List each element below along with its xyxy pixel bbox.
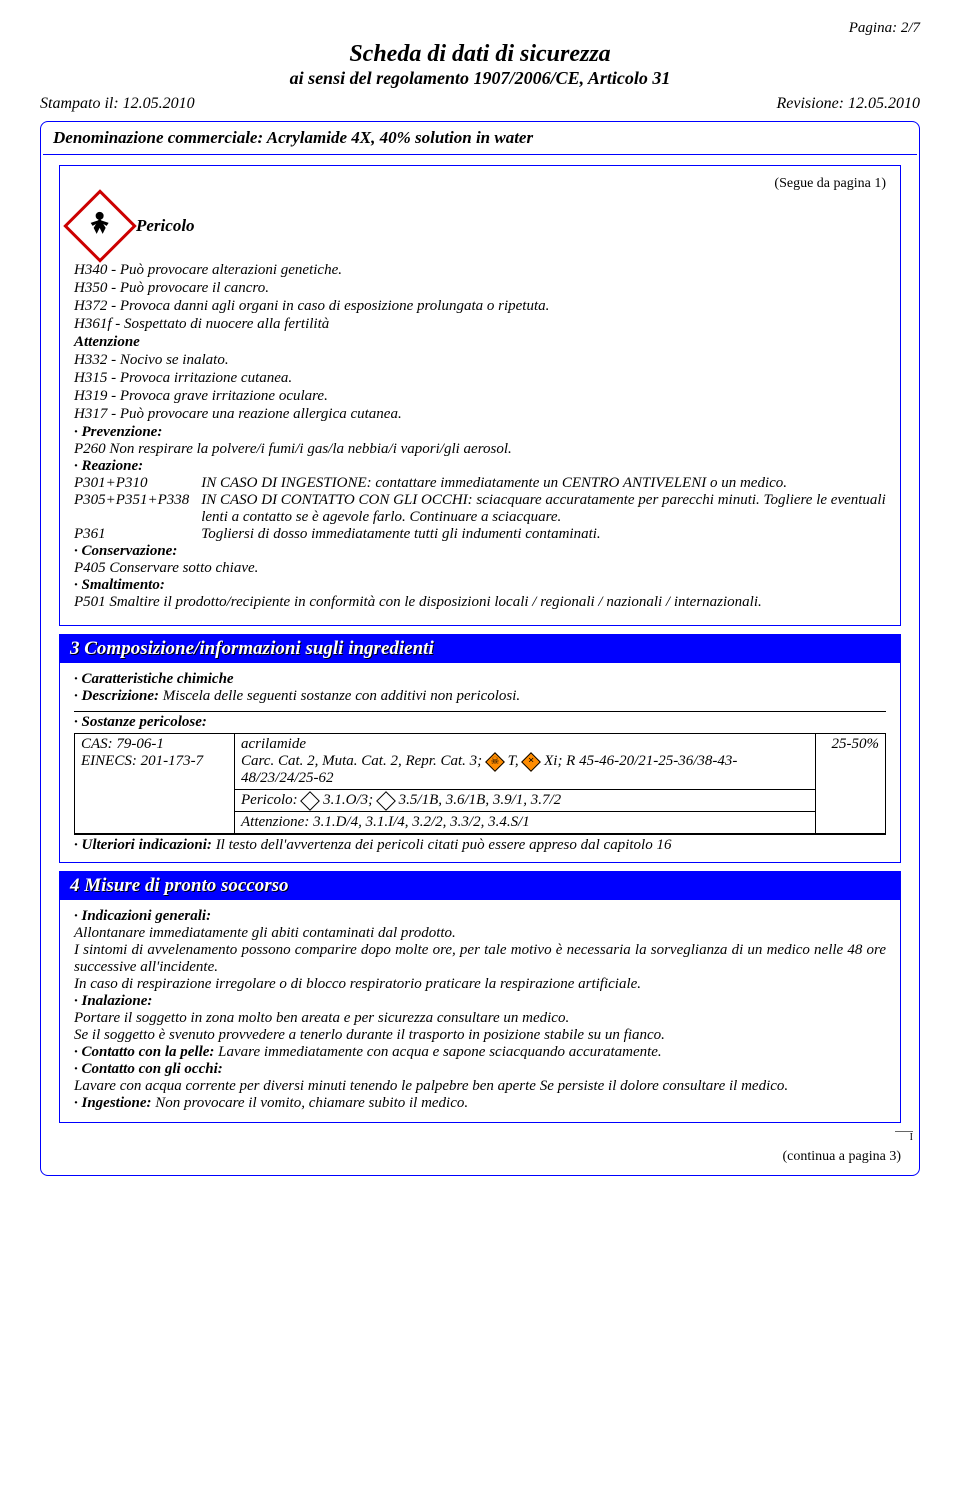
occhi-text: Lavare con acqua corrente per diversi mi… bbox=[74, 1078, 886, 1095]
ulteriori-row: Ulteriori indicazioni: Il testo dell'avv… bbox=[74, 834, 886, 854]
h315: H315 - Provoca irritazione cutanea. bbox=[74, 370, 886, 387]
pelle-label: Contatto con la pelle: bbox=[74, 1044, 214, 1060]
continued-from: (Segue da pagina 1) bbox=[74, 176, 886, 192]
h340: H340 - Può provocare alterazioni genetic… bbox=[74, 262, 886, 279]
attenzione-cell: Attenzione: 3.1.D/4, 3.1.I/4, 3.2/2, 3.3… bbox=[235, 812, 816, 834]
smaltimento-label: Smaltimento: bbox=[74, 577, 886, 594]
ulteriori-text: Il testo dell'avvertenza dei pericoli ci… bbox=[212, 837, 672, 853]
ind-2: I sintomi di avvelenamento possono compa… bbox=[74, 942, 886, 976]
pericolo-codes1: 3.1.O/3; bbox=[323, 792, 377, 808]
einecs-number: EINECS: 201-173-7 bbox=[81, 753, 228, 770]
ulteriori-label: Ulteriori indicazioni: bbox=[74, 837, 212, 853]
classification-line: Carc. Cat. 2, Muta. Cat. 2, Repr. Cat. 3… bbox=[241, 753, 809, 787]
h332: H332 - Nocivo se inalato. bbox=[74, 352, 886, 369]
inal-1: Portare il soggetto in zona molto ben ar… bbox=[74, 1010, 886, 1027]
ingestione-row: Ingestione: Non provocare il vomito, chi… bbox=[74, 1095, 886, 1112]
p260: P260 Non respirare la polvere/i fumi/i g… bbox=[74, 441, 886, 458]
commercial-name: Denominazione commerciale: Acrylamide 4X… bbox=[43, 124, 917, 155]
revision-date: Revisione: 12.05.2010 bbox=[776, 95, 920, 113]
cas-number: CAS: 79-06-1 bbox=[81, 736, 228, 753]
p501: P501 Smaltire il prodotto/recipiente in … bbox=[74, 594, 886, 611]
inal-2: Se il soggetto è svenuto provvedere a te… bbox=[74, 1027, 886, 1044]
section4-box: 4 Misure di pronto soccorso Indicazioni … bbox=[59, 871, 901, 1123]
main-outer-box: Denominazione commerciale: Acrylamide 4X… bbox=[40, 121, 920, 1176]
ind-3: In caso di respirazione irregolare o di … bbox=[74, 976, 886, 993]
country-marker: I bbox=[895, 1131, 913, 1143]
substance-name: acrilamide bbox=[241, 736, 809, 753]
descrizione-label: Descrizione: bbox=[74, 688, 159, 704]
conservazione-label: Conservazione: bbox=[74, 543, 886, 560]
h319: H319 - Provoca grave irritazione oculare… bbox=[74, 388, 886, 405]
p301-text: IN CASO DI INGESTIONE: contattare immedi… bbox=[201, 475, 886, 492]
p405: P405 Conservare sotto chiave. bbox=[74, 560, 886, 577]
inalazione-label: Inalazione: bbox=[74, 993, 886, 1010]
pelle-row: Contatto con la pelle: Lavare immediatam… bbox=[74, 1044, 886, 1061]
pericolo-cell-label: Pericolo: bbox=[241, 792, 301, 808]
indicazioni-label: Indicazioni generali: bbox=[74, 908, 886, 925]
substances-table: CAS: 79-06-1 EINECS: 201-173-7 acrilamid… bbox=[74, 734, 886, 834]
section2-box: (Segue da pagina 1) Pericolo H340 - Può … bbox=[59, 165, 901, 626]
p361-code: P361 bbox=[74, 526, 201, 543]
sostanze-label: Sostanze pericolose: bbox=[74, 711, 886, 734]
h361f: H361f - Sospettato di nuocere alla ferti… bbox=[74, 316, 886, 333]
ingestione-label: Ingestione: bbox=[74, 1095, 152, 1111]
continues-on: (continua a pagina 3) bbox=[47, 1149, 901, 1165]
h372: H372 - Provoca danni agli organi in caso… bbox=[74, 298, 886, 315]
h350: H350 - Può provocare il cancro. bbox=[74, 280, 886, 297]
reaction-table: P301+P310IN CASO DI INGESTIONE: contatta… bbox=[74, 475, 886, 543]
section3-header: 3 Composizione/informazioni sugli ingred… bbox=[60, 635, 900, 663]
ghs-health-hazard-icon bbox=[63, 189, 137, 263]
hazard-statements: H340 - Può provocare alterazioni genetic… bbox=[74, 262, 886, 423]
toxic-icon bbox=[485, 752, 505, 772]
irritant-icon bbox=[521, 752, 541, 772]
descrizione-text: Miscela delle seguenti sostanze con addi… bbox=[159, 688, 520, 704]
percentage-cell: 25-50% bbox=[816, 734, 886, 834]
pericolo-cell: Pericolo: 3.1.O/3; 3.5/1B, 3.6/1B, 3.9/1… bbox=[235, 790, 816, 812]
attenzione-codes: 3.1.D/4, 3.1.I/4, 3.2/2, 3.3/2, 3.4.S/1 bbox=[313, 814, 530, 830]
p305-code: P305+P351+P338 bbox=[74, 492, 201, 526]
hazard-row: Pericolo bbox=[74, 200, 886, 252]
ind-1: Allontanare immediatamente gli abiti con… bbox=[74, 925, 886, 942]
p361-text: Togliersi di dosso immediatamente tutti … bbox=[201, 526, 886, 543]
h317: H317 - Può provocare una reazione allerg… bbox=[74, 406, 886, 423]
ghs-health-icon bbox=[376, 791, 396, 811]
prevenzione-label: Prevenzione: bbox=[74, 424, 886, 441]
printed-date: Stampato il: 12.05.2010 bbox=[40, 95, 195, 113]
page-number: Pagina: 2/7 bbox=[40, 20, 920, 37]
p305-text: IN CASO DI CONTATTO CON GLI OCCHI: sciac… bbox=[201, 492, 886, 526]
attenzione-label: Attenzione bbox=[74, 334, 886, 351]
substance-cell: acrilamide Carc. Cat. 2, Muta. Cat. 2, R… bbox=[235, 734, 816, 790]
reazione-label: Reazione: bbox=[74, 458, 886, 475]
pericolo-codes2: 3.5/1B, 3.6/1B, 3.9/1, 3.7/2 bbox=[399, 792, 562, 808]
caratteristiche-label: Caratteristiche chimiche bbox=[74, 671, 886, 688]
doc-subtitle: ai sensi del regolamento 1907/2006/CE, A… bbox=[40, 68, 920, 89]
occhi-label: Contatto con gli occhi: bbox=[74, 1061, 886, 1078]
pericolo-label: Pericolo bbox=[136, 216, 195, 236]
header-row: Stampato il: 12.05.2010 Revisione: 12.05… bbox=[40, 95, 920, 113]
section3-box: 3 Composizione/informazioni sugli ingred… bbox=[59, 634, 901, 863]
class-cats: Carc. Cat. 2, Muta. Cat. 2, Repr. Cat. 3… bbox=[241, 753, 486, 769]
section4-header: 4 Misure di pronto soccorso bbox=[60, 872, 900, 900]
attenzione-cell-label: Attenzione: bbox=[241, 814, 313, 830]
ghs-skull-icon bbox=[301, 791, 321, 811]
pelle-text: Lavare immediatamente con acqua e sapone… bbox=[214, 1044, 661, 1060]
doc-title: Scheda di dati di sicurezza bbox=[40, 41, 920, 68]
p301-code: P301+P310 bbox=[74, 475, 201, 492]
cas-cell: CAS: 79-06-1 EINECS: 201-173-7 bbox=[75, 734, 235, 834]
descrizione-row: Descrizione: Miscela delle seguenti sost… bbox=[74, 688, 886, 705]
ingestione-text: Non provocare il vomito, chiamare subito… bbox=[152, 1095, 469, 1111]
